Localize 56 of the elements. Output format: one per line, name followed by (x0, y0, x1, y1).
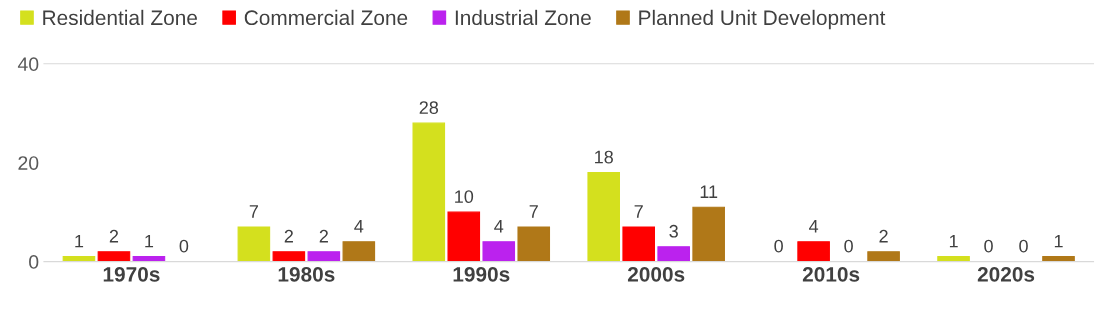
data-label: 7 (634, 205, 643, 218)
bar (97, 251, 131, 262)
data-label: 10 (455, 190, 474, 204)
x-tick-label: 2000s (627, 266, 685, 282)
data-label: 0 (179, 239, 189, 253)
bar (272, 251, 306, 262)
data-label: 1 (949, 234, 958, 248)
bar (1042, 256, 1075, 262)
data-label: 7 (529, 205, 538, 218)
bar (132, 256, 166, 262)
bar (307, 251, 341, 262)
bar (657, 246, 690, 262)
bar (867, 251, 900, 262)
data-label: 1 (1054, 234, 1063, 248)
data-label: 11 (700, 185, 718, 198)
bar (587, 172, 621, 262)
bar (447, 211, 481, 262)
data-label: 0 (1019, 239, 1028, 253)
bar (412, 122, 446, 262)
data-label: 18 (595, 150, 613, 164)
data-label: 4 (354, 220, 364, 233)
data-label: 0 (984, 239, 993, 253)
y-tick-label: 20 (18, 156, 39, 170)
bar (797, 241, 830, 262)
y-tick-label: 40 (17, 57, 39, 72)
data-label: 28 (419, 101, 439, 115)
data-label: 7 (249, 205, 258, 218)
x-tick-label: 1980s (278, 266, 335, 282)
data-label: 1 (145, 234, 154, 248)
bar (482, 241, 516, 262)
x-tick-label: 2010s (802, 266, 860, 282)
data-label: 0 (844, 239, 853, 253)
legend-label: Industrial Zone (455, 9, 591, 26)
bar (622, 226, 656, 262)
legend-label: Residential Zone (43, 9, 197, 26)
legend-label: Planned Unit Development (639, 9, 886, 30)
bar (517, 226, 551, 262)
data-label: 2 (284, 229, 293, 243)
data-label: 0 (774, 239, 783, 253)
y-tick-label: 0 (29, 255, 39, 269)
bar (237, 226, 271, 262)
bar (692, 206, 725, 262)
data-label: 2 (319, 229, 328, 243)
legend-label: Commercial Zone (244, 9, 408, 26)
x-tick-label: 1990s (453, 266, 510, 282)
data-label: 1 (75, 234, 84, 248)
data-label: 4 (494, 220, 504, 233)
x-tick-label: 1970s (103, 266, 160, 282)
data-label: 4 (809, 220, 819, 233)
data-label: 2 (879, 229, 888, 243)
bar (342, 241, 376, 262)
data-label: 2 (109, 229, 119, 243)
data-label: 3 (669, 224, 678, 238)
bar (937, 256, 970, 262)
x-tick-label: 2020s (977, 266, 1035, 282)
bar (62, 256, 96, 262)
